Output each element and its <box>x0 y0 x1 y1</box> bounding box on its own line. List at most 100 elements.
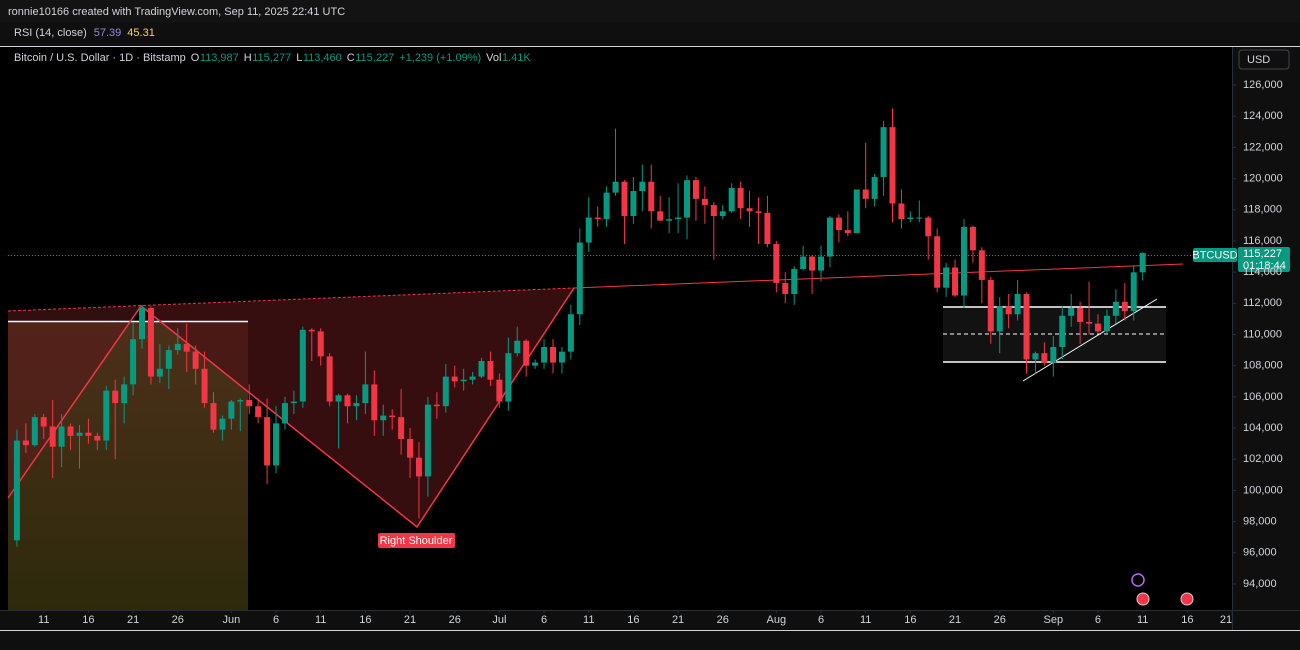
x-tick-label: 6 <box>1095 614 1101 626</box>
x-tick-label: Jun <box>222 614 240 626</box>
symbol-label: BTCUSD <box>1192 249 1237 261</box>
x-tick-label: 21 <box>404 614 416 626</box>
candle-body <box>692 180 699 199</box>
status-value: 113,460 <box>303 52 342 64</box>
candle-body <box>943 267 950 288</box>
candle-body <box>952 267 959 296</box>
y-tick-label: 114,000 <box>1243 266 1282 278</box>
candle-body <box>969 226 976 251</box>
candle-body <box>826 217 833 257</box>
candle-body <box>40 417 47 427</box>
candle-body <box>612 181 619 193</box>
x-tick-label: 21 <box>672 614 684 626</box>
candle-body <box>139 307 146 340</box>
candle-body <box>22 440 29 446</box>
candle-body <box>1032 353 1039 360</box>
candle-body <box>353 403 360 407</box>
candle-body <box>1077 307 1084 323</box>
candle-body <box>800 256 807 270</box>
y-tick-label: 110,000 <box>1243 328 1282 340</box>
status-key: Vol <box>486 52 501 64</box>
candle-body <box>889 127 896 204</box>
candle-body <box>362 384 369 404</box>
currency-button[interactable] <box>1238 49 1290 70</box>
candle-body <box>532 362 539 366</box>
candle-body <box>49 426 56 447</box>
candle-body <box>415 457 422 477</box>
candle-body <box>183 343 190 352</box>
status-change: +1,239 (+1.09%) <box>399 52 481 64</box>
candle-body <box>58 426 65 447</box>
candle-body <box>630 191 637 217</box>
x-tick-label: 21 <box>1220 614 1232 626</box>
candle-body <box>514 340 521 354</box>
candle-body <box>1068 307 1075 316</box>
candle-body <box>67 426 74 436</box>
candle-body <box>273 423 280 466</box>
x-tick-label: 21 <box>949 614 961 626</box>
x-tick-label: 26 <box>172 614 184 626</box>
event-icon[interactable] <box>1180 592 1194 606</box>
candle-body <box>308 329 315 332</box>
y-tick-label: 120,000 <box>1243 172 1283 184</box>
candle-body <box>728 187 735 212</box>
candle-body <box>299 329 306 402</box>
candle-body <box>505 353 512 402</box>
x-tick-label: 6 <box>541 614 547 626</box>
indicator-name: RSI (14, close) <box>14 27 87 39</box>
status-value: 1.41K <box>502 52 531 64</box>
y-tick-label: 112,000 <box>1243 297 1282 309</box>
candle-body <box>916 217 923 219</box>
candle-body <box>237 399 244 402</box>
candle-body <box>1139 253 1146 273</box>
candle-body <box>264 417 271 466</box>
candle-body <box>94 435 101 441</box>
candle-body <box>960 226 967 296</box>
candle-body <box>755 211 762 213</box>
candle-body <box>147 307 154 377</box>
y-tick-label: 94,000 <box>1243 578 1277 590</box>
candle-body <box>934 236 941 288</box>
candle-body <box>773 244 780 284</box>
candle-body <box>290 401 297 404</box>
candle-body <box>666 219 673 221</box>
pattern-line <box>7 287 575 529</box>
candle-body <box>398 417 405 439</box>
symbol-label-box <box>1193 248 1237 262</box>
candle-body <box>925 217 932 237</box>
candle-body <box>603 192 610 220</box>
indicator-value: 57.39 <box>94 27 122 39</box>
y-tick-label: 106,000 <box>1243 391 1283 403</box>
drawings <box>7 255 1232 610</box>
y-tick-label: 126,000 <box>1243 79 1283 91</box>
header-bar <box>0 0 1300 22</box>
event-icon[interactable] <box>1136 592 1150 606</box>
x-tick-label: 16 <box>1181 614 1193 626</box>
candle-body <box>76 432 83 436</box>
candle-body <box>1121 301 1128 312</box>
currency[interactable]: USD <box>1247 54 1270 66</box>
candle-body <box>907 217 914 220</box>
y-tick-label: 98,000 <box>1243 516 1277 528</box>
candle-body <box>13 440 20 541</box>
candle-body <box>281 403 288 424</box>
neckline <box>573 263 1184 289</box>
candle-body <box>791 269 798 294</box>
candle-body <box>996 306 1003 332</box>
candle-body <box>1094 323 1101 332</box>
event-icon[interactable] <box>1131 573 1145 587</box>
candle-body <box>1005 306 1012 315</box>
candle-body <box>1130 272 1137 312</box>
candle-body <box>782 283 789 294</box>
pattern-fill <box>141 288 574 527</box>
y-tick-label: 122,000 <box>1243 141 1283 153</box>
status-value: 115,277 <box>252 52 291 64</box>
y-tick-label: 108,000 <box>1243 360 1283 372</box>
candle-body <box>549 346 556 363</box>
candle-body <box>880 127 887 178</box>
candle-body <box>987 279 994 332</box>
candle-body <box>818 256 825 271</box>
candle-body <box>585 217 592 243</box>
indicator-value: 45.31 <box>127 27 155 39</box>
